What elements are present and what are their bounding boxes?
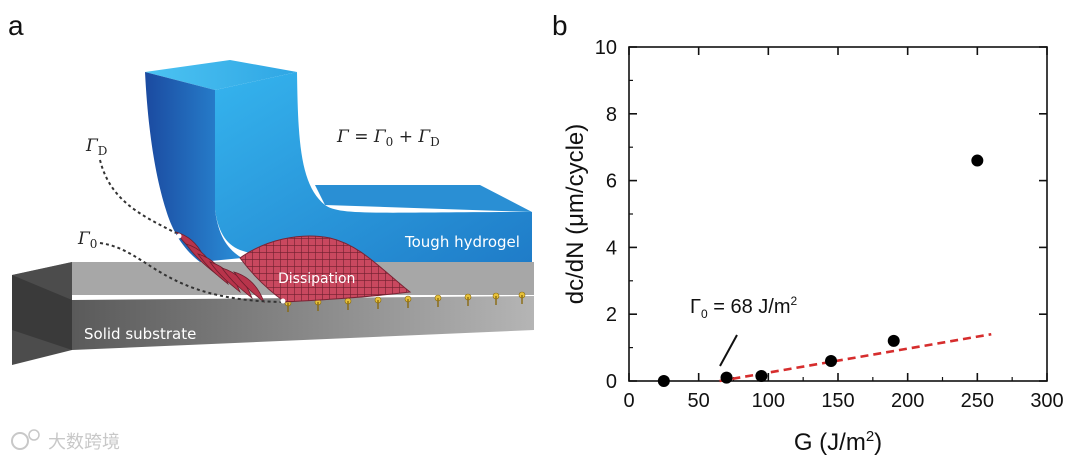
dissipation-mesh: [239, 235, 412, 303]
data-point: [720, 371, 733, 384]
leader-lines: [99, 159, 283, 303]
y-tick-label: 2: [606, 304, 617, 326]
crack-fibrils: [175, 231, 265, 304]
data-point: [971, 154, 984, 167]
y-axis-title: dc/dN (μm/cycle): [562, 124, 589, 305]
panel-b-chart: b 0 50 100 150 200 250 300 0 2 4 6 8 10 Γ0 = 68 J/m…: [552, 10, 1064, 456]
y-tick-label: 6: [606, 171, 617, 193]
x-tick-label: 0: [623, 390, 634, 412]
tough-hydrogel: Tough hydrogel: [145, 60, 532, 262]
data-point: [887, 334, 900, 347]
gamma0-annotation: Γ0 = 68 J/m2: [690, 294, 798, 321]
y-tick-label: 8: [606, 104, 617, 126]
data-point: [755, 369, 768, 382]
hydrogel-side-face: [215, 72, 532, 262]
y-tick-label: 10: [595, 37, 617, 59]
panel-b-letter: b: [552, 10, 568, 41]
x-tick-label: 50: [688, 390, 710, 412]
dissipation-label: Dissipation: [278, 271, 355, 287]
y-tick-label: 0: [606, 371, 617, 393]
x-axis-ticks: 0 50 100 150 200 250 300: [623, 47, 1064, 412]
watermark: 大数跨境: [11, 429, 120, 453]
y-tick-label: 4: [606, 237, 617, 259]
hydrogel-arm-top: [145, 60, 297, 90]
watermark-text: 大数跨境: [48, 432, 120, 453]
interface-anchors: [284, 291, 526, 312]
label-gamma-d: ΓD: [85, 136, 107, 158]
data-point: [657, 375, 670, 387]
watermark-logo-icon: [11, 432, 29, 450]
label-gamma-0: Γ0: [77, 229, 97, 251]
x-tick-label: 250: [961, 390, 994, 412]
dissipation-zone: Dissipation: [175, 231, 412, 304]
hydrogel-label: Tough hydrogel: [404, 233, 520, 251]
data-point: [825, 354, 838, 367]
panel-a-letter: a: [8, 10, 24, 41]
solid-substrate: Solid substrate: [12, 262, 534, 365]
x-tick-label: 100: [752, 390, 785, 412]
substrate-end-face: [12, 275, 72, 350]
toughness-formula: Γ = Γ0 + ΓD: [336, 127, 440, 149]
y-axis-ticks: 0 2 4 6 8 10: [595, 37, 1047, 393]
plot-frame: [628, 46, 1048, 382]
points-layer: [657, 154, 984, 387]
x-tick-label: 300: [1030, 390, 1063, 412]
x-axis-title: G (J/m2): [794, 428, 882, 456]
crack-tip-dot: [176, 233, 182, 239]
x-tick-label: 150: [821, 390, 854, 412]
panel-a-illustration: a Solid substrate: [8, 10, 534, 365]
annotation-pointer: [719, 334, 738, 367]
leader-gamma-d: [99, 159, 177, 234]
hydrogel-layer-top: [315, 185, 532, 212]
watermark-logo-dot-icon: [28, 429, 40, 441]
substrate-front-face: [72, 296, 534, 350]
substrate-label: Solid substrate: [84, 325, 196, 343]
interface-dot: [280, 298, 286, 304]
x-tick-label: 200: [891, 390, 924, 412]
hydrogel-front-face: [145, 72, 242, 262]
